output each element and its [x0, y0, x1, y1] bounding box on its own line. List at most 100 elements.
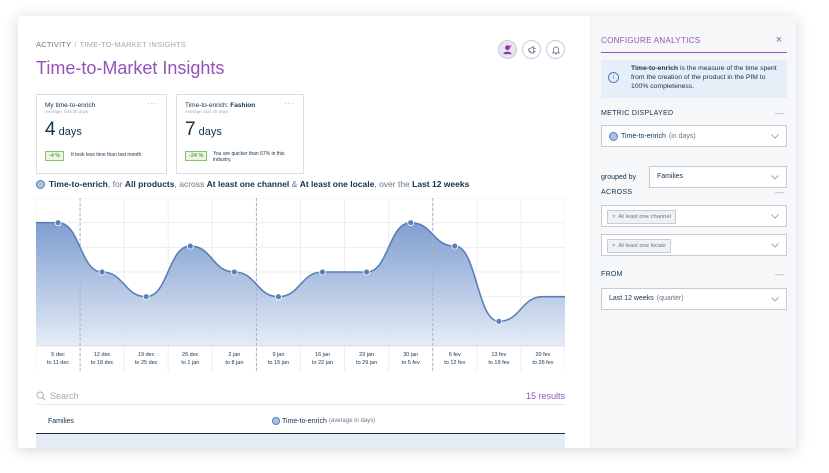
metric-section-label: METRIC DISPLAYED	[601, 110, 674, 117]
main-content: ACTIVITY / TIME-TO-MARKET INSIGHTS Time-to…	[18, 16, 590, 448]
x-tick-label: to 19 fev	[488, 360, 509, 366]
close-icon[interactable]: ×	[775, 34, 782, 46]
across-section-label: ACROSS	[601, 189, 633, 196]
kpi-note: It took less time than last month.	[71, 152, 143, 158]
metric-select[interactable]: Time-to-enrich (in days)	[601, 125, 787, 147]
chip-close-icon: ×	[612, 214, 616, 220]
x-tick-label: 13 fev	[491, 352, 506, 358]
x-tick-label: 26 dec	[182, 352, 199, 358]
x-tick-label: 16 jan	[315, 352, 330, 358]
data-point	[319, 268, 326, 276]
kpi-label: My time-to-enrich	[45, 102, 96, 109]
header-actions	[498, 40, 565, 59]
locale-select[interactable]: × At least one locale	[601, 234, 787, 256]
info-box: i Time-to-enrich is the measure of the t…	[601, 60, 787, 98]
data-point	[495, 317, 503, 325]
collapse-icon[interactable]: —	[775, 187, 784, 197]
table-header: Families Time-to-enrich (average in days…	[36, 412, 565, 434]
breadcrumb-root[interactable]: ACTIVITY	[36, 40, 72, 49]
channel-select[interactable]: × At least one channel	[601, 205, 787, 227]
data-point	[142, 293, 150, 301]
info-icon: i	[608, 72, 619, 83]
chart-line	[36, 221, 565, 323]
period-select[interactable]: Last 12 weeks (quarter)	[601, 288, 787, 310]
x-tick-label: 6 fev	[449, 352, 461, 358]
page-title: Time-to-Market Insights	[36, 58, 225, 78]
kpi-label: Time-to-enrich: Fashion	[185, 102, 256, 109]
x-tick-label: to 22 jan	[312, 360, 333, 366]
data-point	[54, 219, 62, 227]
app-window: ACTIVITY / TIME-TO-MARKET INSIGHTS Time-to…	[18, 16, 796, 448]
time-to-enrich-chart: 5 dec to 11 dec 12 dec to 18 dec 19 dec to 25…	[36, 198, 565, 373]
bell-icon[interactable]	[546, 40, 565, 59]
metric-radio-icon	[36, 179, 45, 189]
x-tick-label: 23 jan	[359, 352, 374, 358]
x-tick-label: to 29 jan	[356, 360, 377, 366]
avatar-icon[interactable]	[498, 40, 517, 59]
metric-radio-icon	[272, 417, 280, 425]
chevron-down-icon	[771, 175, 779, 180]
x-tick-label: 12 dec	[94, 352, 111, 358]
period-value: Last 12 weeks (quarter)	[609, 295, 684, 302]
data-point	[407, 219, 415, 227]
x-tick-label: to 15 jan	[268, 360, 289, 366]
grouped-by-value: Families	[657, 173, 684, 180]
chart-title: Time-to-enrich, for All products, across…	[36, 179, 469, 189]
chevron-down-icon	[771, 134, 779, 139]
kpi-card-fashion: Time-to-enrich: Fashion Average, last 30…	[176, 94, 304, 174]
chart-title-text: Time-to-enrich, for All products, across…	[49, 179, 470, 189]
kpi-badge: -4 %	[45, 151, 65, 161]
collapse-icon[interactable]: —	[775, 108, 784, 118]
grouped-by-select[interactable]: Families	[649, 166, 787, 188]
search-icon	[36, 391, 46, 401]
data-point	[98, 268, 106, 276]
chevron-down-icon	[771, 243, 779, 248]
column-time-to-enrich[interactable]: Time-to-enrich (average in days)	[272, 417, 375, 425]
data-point	[363, 268, 371, 276]
grouped-by-label: grouped by	[601, 174, 637, 181]
kpi-value: 7 days	[185, 119, 222, 140]
column-families[interactable]: Families	[48, 418, 75, 425]
kpi-menu-icon[interactable]: ···	[284, 99, 295, 108]
kpi-value: 4 days	[45, 119, 82, 140]
x-tick-label: to 8 jan	[225, 360, 243, 366]
search-bar[interactable]: Search 15 results	[36, 389, 565, 405]
metric-radio-icon	[609, 132, 618, 141]
x-tick-label: 30 jan	[403, 352, 418, 358]
locale-chip[interactable]: × At least one locale	[607, 239, 671, 253]
x-tick-label: 2 jan	[228, 352, 240, 358]
x-tick-label: 5 dec	[51, 352, 65, 358]
data-point	[275, 293, 282, 301]
kpi-menu-icon[interactable]: ···	[147, 99, 158, 108]
kpi-sublabel: Average, last 30 days	[185, 109, 229, 114]
x-tick-label: to 12 fev	[444, 360, 465, 366]
chip-close-icon: ×	[612, 243, 616, 249]
search-input[interactable]: Search	[50, 391, 79, 401]
megaphone-icon[interactable]	[522, 40, 541, 59]
breadcrumb-leaf: TIME-TO-MARKET INSIGHTS	[79, 40, 187, 49]
breadcrumb: ACTIVITY / TIME-TO-MARKET INSIGHTS	[36, 40, 186, 49]
panel-title: CONFIGURE ANALYTICS	[601, 36, 701, 45]
configure-panel: CONFIGURE ANALYTICS × i Time-to-enrich i…	[590, 16, 796, 448]
x-tick-label: to 11 dec	[47, 360, 69, 366]
chart-svg: 5 dec to 11 dec 12 dec to 18 dec 19 dec to 25…	[36, 198, 565, 372]
results-count: 15 results	[525, 391, 565, 401]
x-tick-label: 20 fev	[535, 352, 550, 358]
collapse-icon[interactable]: —	[775, 269, 784, 279]
data-point	[451, 242, 459, 250]
info-text: Time-to-enrich is the measure of the tim…	[631, 65, 777, 90]
breadcrumb-separator: /	[74, 40, 77, 49]
kpi-sublabel: Average, last 30 days	[45, 109, 89, 114]
data-point	[186, 242, 194, 250]
table-row[interactable]	[36, 434, 565, 448]
x-tick-label: to 1 jan	[181, 360, 199, 366]
panel-divider	[601, 52, 787, 53]
x-tick-label: 9 jan	[272, 352, 284, 358]
x-tick-label: to 26 fev	[532, 360, 553, 366]
x-tick-label: 19 dec	[138, 352, 155, 358]
x-tick-label: to 5 fev	[402, 360, 420, 366]
kpi-badge: -24 %	[185, 151, 208, 161]
data-point	[230, 268, 238, 276]
from-section-label: FROM	[601, 271, 623, 278]
channel-chip[interactable]: × At least one channel	[607, 210, 676, 224]
